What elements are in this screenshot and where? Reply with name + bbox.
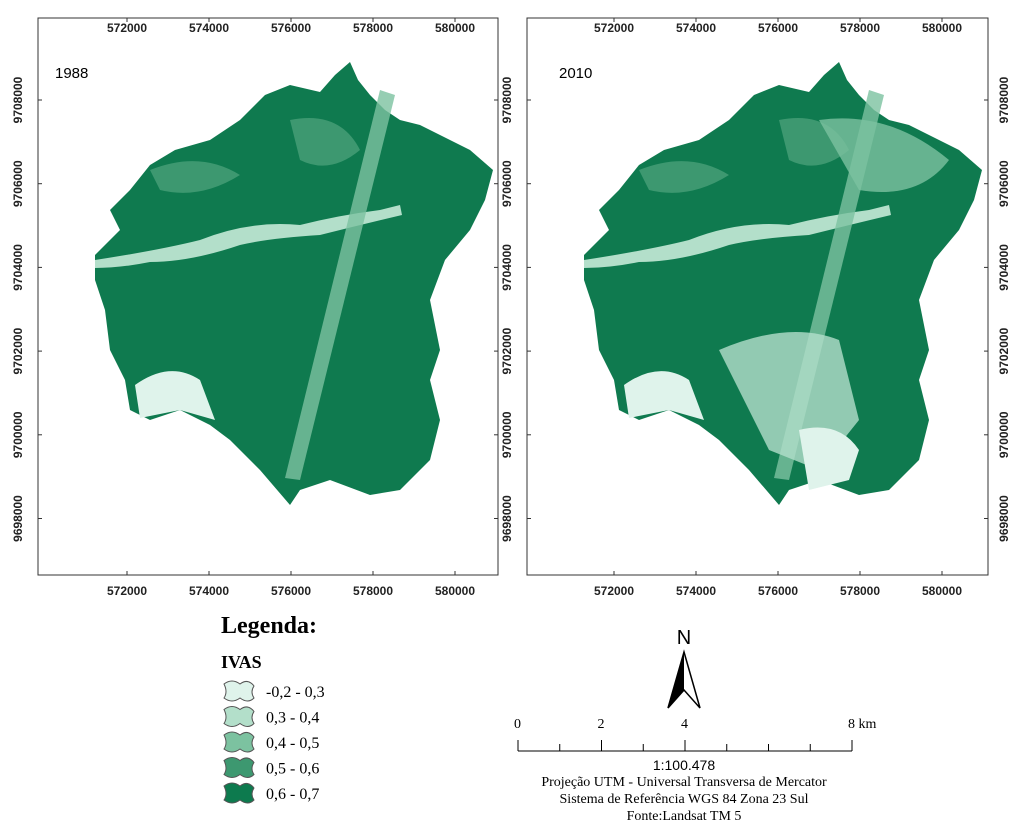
scale-ratio: 1:100.478 [653, 757, 715, 773]
note-line: Projeção UTM - Universal Transversa de M… [541, 775, 827, 790]
panel-label: 2010 [559, 65, 592, 82]
x-tick-label: 580000 [435, 21, 475, 35]
x-tick-label: 578000 [353, 21, 393, 35]
x-tick-label: 574000 [676, 584, 716, 598]
x-tick-label: 578000 [353, 584, 393, 598]
y-tick-label: 9702000 [997, 327, 1011, 374]
legend-label: 0,4 - 0,5 [266, 735, 319, 752]
legend-subtitle: IVAS [221, 652, 262, 672]
legend-swatch [224, 681, 254, 701]
x-tick-label: 580000 [922, 584, 962, 598]
x-tick-label: 574000 [189, 21, 229, 35]
y-tick-label: 9706000 [500, 160, 514, 207]
legend-label: 0,3 - 0,4 [266, 710, 319, 727]
y-tick-label: 9702000 [500, 327, 514, 374]
x-tick-label: 572000 [594, 21, 634, 35]
x-tick-label: 572000 [594, 584, 634, 598]
y-tick-label: 9700000 [997, 411, 1011, 458]
legend-label: -0,2 - 0,3 [266, 684, 325, 701]
x-tick-label: 576000 [758, 21, 798, 35]
y-tick-label: 9708000 [500, 76, 514, 123]
y-tick-label: 9700000 [11, 411, 25, 458]
map-area [95, 62, 493, 505]
x-tick-label: 572000 [107, 21, 147, 35]
scale-label: 8 km [848, 717, 877, 732]
x-tick-label: 576000 [271, 21, 311, 35]
legend-label: 0,6 - 0,7 [266, 786, 319, 803]
y-tick-label: 9706000 [997, 160, 1011, 207]
y-tick-label: 9702000 [11, 327, 25, 374]
y-tick-label: 9704000 [11, 244, 25, 291]
y-tick-label: 9708000 [997, 76, 1011, 123]
scale-label: 0 [514, 717, 521, 732]
legend-title: Legenda: [221, 613, 317, 639]
scale-label: 4 [681, 717, 688, 732]
scale-bar: 0 2 4 8 km [514, 717, 877, 751]
y-tick-label: 9698000 [997, 495, 1011, 542]
y-tick-label: 9704000 [500, 244, 514, 291]
x-tick-label: 576000 [758, 584, 798, 598]
y-tick-label: 9706000 [11, 160, 25, 207]
x-tick-label: 580000 [435, 584, 475, 598]
legend-swatch [224, 732, 254, 752]
legend-swatch [224, 783, 254, 803]
map-panel: 1988 572000 572000 574000 574000 576000 57600… [11, 18, 498, 598]
y-tick-label: 9708000 [11, 76, 25, 123]
x-tick-label: 578000 [840, 21, 880, 35]
map-area [584, 62, 982, 505]
legend-label: 0,5 - 0,6 [266, 761, 319, 778]
x-tick-label: 574000 [676, 21, 716, 35]
y-tick-label: 9704000 [997, 244, 1011, 291]
x-tick-label: 576000 [271, 584, 311, 598]
y-tick-label: 9698000 [500, 495, 514, 542]
x-tick-label: 574000 [189, 584, 229, 598]
legend-swatch [224, 707, 254, 727]
notes: Projeção UTM - Universal Transversa de M… [541, 775, 827, 824]
legend: -0,2 - 0,3 0,3 - 0,4 0,4 - 0,5 0,5 - 0,6 0,6… [224, 681, 325, 803]
x-tick-label: 572000 [107, 584, 147, 598]
y-tick-label: 9698000 [11, 495, 25, 542]
scale-label: 2 [598, 717, 605, 732]
panel-label: 1988 [55, 65, 88, 82]
x-tick-label: 578000 [840, 584, 880, 598]
map-panel: 2010 572000 572000 574000 574000 576000 57600… [500, 18, 1011, 598]
x-tick-label: 580000 [922, 21, 962, 35]
note-line: Sistema de Referência WGS 84 Zona 23 Sul [560, 792, 809, 807]
note-line: Fonte:Landsat TM 5 [627, 809, 742, 824]
y-tick-label: 9700000 [500, 411, 514, 458]
north-label: N [677, 627, 691, 649]
figure: 1988 572000 572000 574000 574000 576000 57600… [0, 0, 1013, 832]
legend-swatch [224, 758, 254, 778]
